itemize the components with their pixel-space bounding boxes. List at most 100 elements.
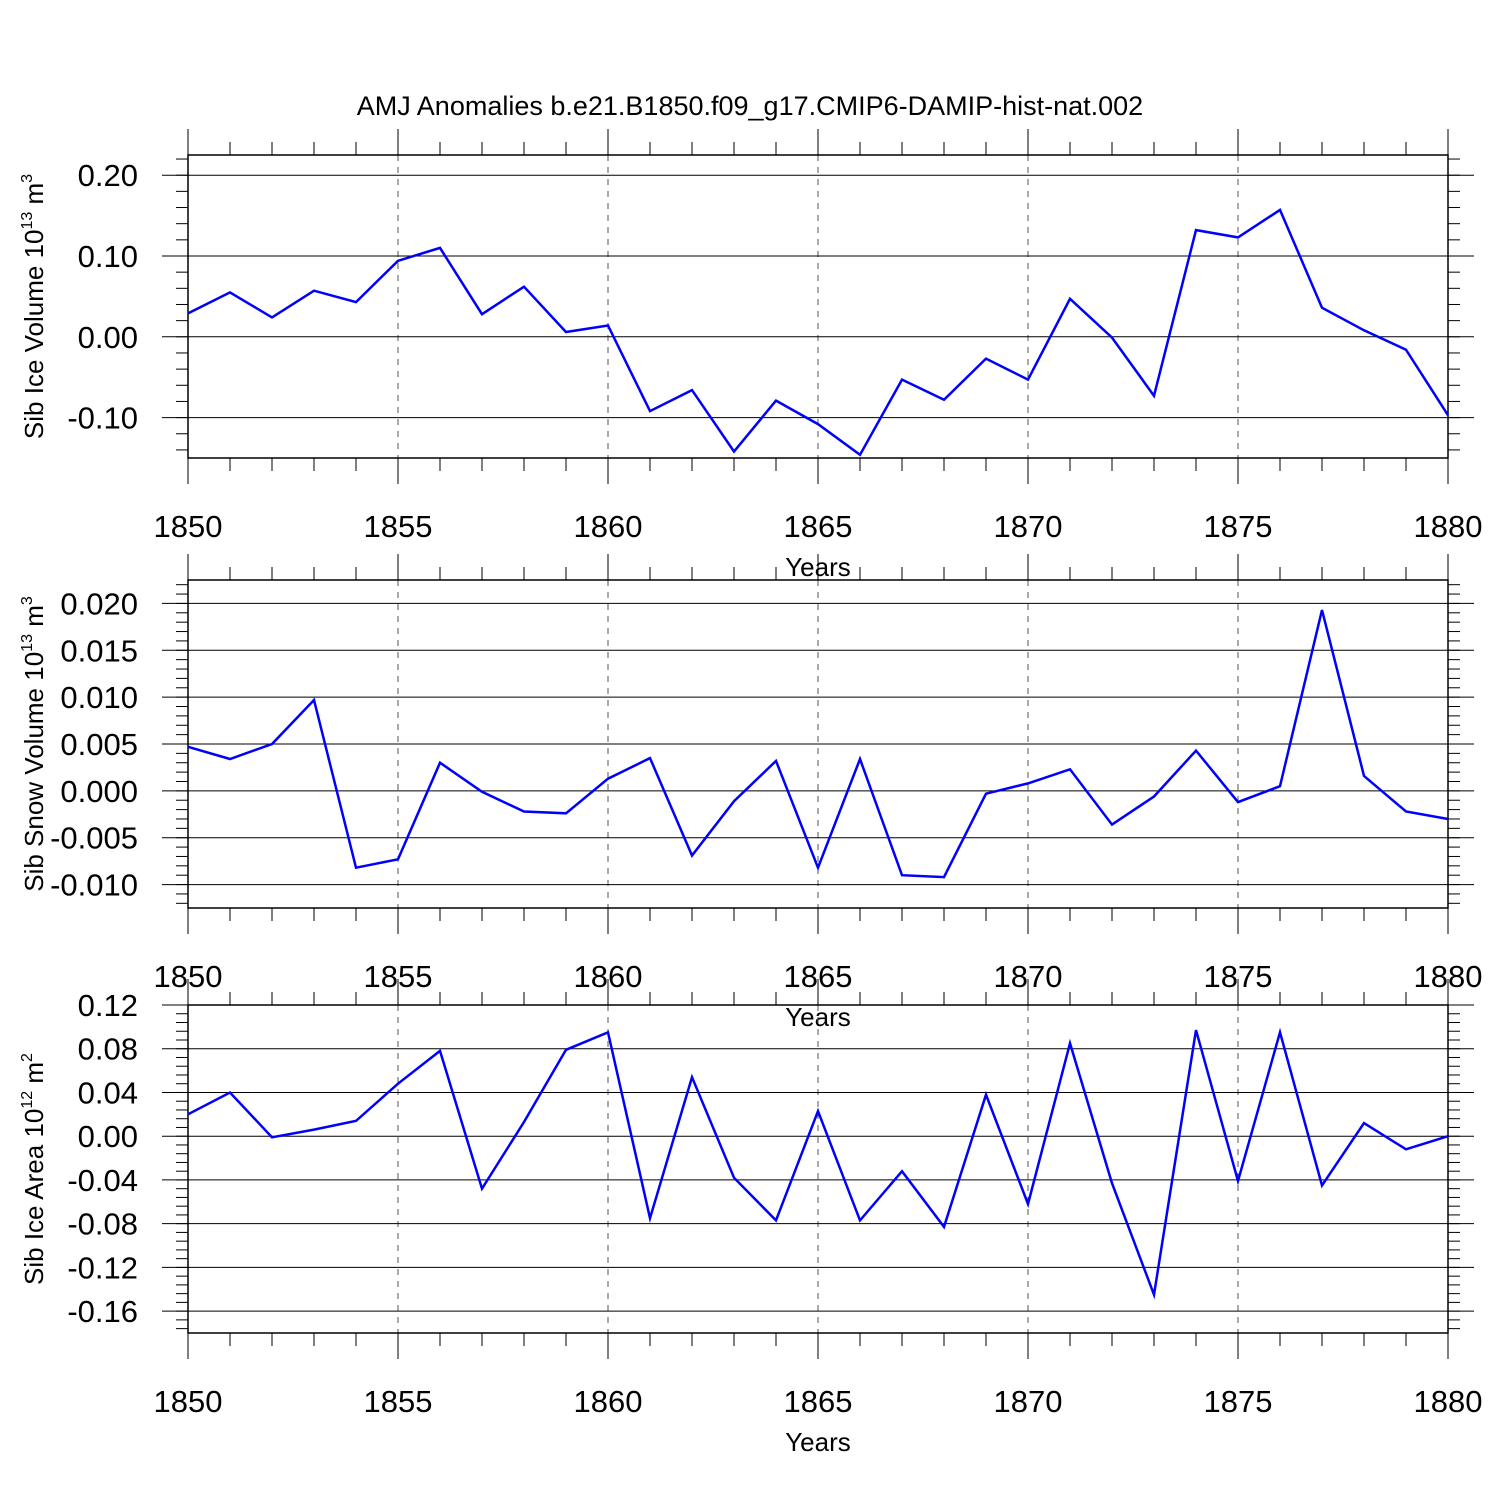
data-point: [648, 409, 652, 413]
data-point: [606, 323, 610, 327]
data-point: [480, 1187, 484, 1191]
data-point: [648, 1216, 652, 1220]
y-tick-label: -0.04: [67, 1163, 138, 1198]
data-point: [648, 756, 652, 760]
x-axis-label: Years: [785, 1427, 851, 1457]
x-tick-label: 1860: [574, 1384, 643, 1419]
data-point: [732, 450, 736, 454]
data-point: [564, 811, 568, 815]
y-axis-label-unit-power: 3: [19, 174, 36, 183]
data-point: [438, 246, 442, 250]
figure-title: AMJ Anomalies b.e21.B1850.f09_g17.CMIP6-…: [357, 91, 1143, 121]
data-point: [1320, 306, 1324, 310]
data-point: [1194, 228, 1198, 232]
data-point: [1068, 1041, 1072, 1045]
y-tick-label: 0.12: [78, 988, 138, 1023]
x-tick-label: 1855: [364, 509, 433, 544]
data-point: [354, 300, 358, 304]
y-tick-label: 0.20: [78, 158, 138, 193]
data-point: [1278, 784, 1282, 788]
y-axis-label-text: Sib Ice Area 10: [19, 1109, 49, 1285]
data-point: [396, 857, 400, 861]
data-point: [1110, 823, 1114, 827]
y-axis-label-unit-power: 2: [19, 1053, 36, 1062]
x-tick-label: 1870: [994, 509, 1063, 544]
x-tick-label: 1870: [994, 1384, 1063, 1419]
data-point: [942, 398, 946, 402]
panels: 0.20 0.10 0.00 -0.10 1850 1855 1860 1865 1870 187…: [19, 129, 1482, 1457]
data-point: [1026, 378, 1030, 382]
y-tick-label: -0.010: [50, 868, 138, 903]
data-point: [774, 759, 778, 763]
data-point: [186, 1112, 190, 1116]
data-point: [438, 1049, 442, 1053]
data-point: [564, 1048, 568, 1052]
y-tick-label: 0.010: [60, 680, 138, 715]
x-tick-label: 1880: [1414, 509, 1483, 544]
y-axis-label: Sib Snow Volume 1013 m3: [19, 596, 49, 892]
y-axis-label: Sib Ice Volume 1013 m3: [19, 174, 49, 439]
x-tick-label: 1850: [154, 1384, 223, 1419]
data-point: [396, 1082, 400, 1086]
data-point: [1236, 235, 1240, 239]
y-tick-label: 0.000: [60, 774, 138, 809]
x-tick-label: 1850: [154, 509, 223, 544]
x-tick-label: 1865: [784, 509, 853, 544]
data-point: [354, 1119, 358, 1123]
data-point: [1320, 608, 1324, 612]
data-point: [270, 315, 274, 319]
data-point: [942, 875, 946, 879]
data-point: [1194, 1028, 1198, 1032]
data-point: [1068, 767, 1072, 771]
data-point: [732, 1176, 736, 1180]
data-point: [690, 1075, 694, 1079]
data-point: [1152, 394, 1156, 398]
data-point: [354, 866, 358, 870]
data-point: [1110, 336, 1114, 340]
y-tick-label: 0.015: [60, 633, 138, 668]
data-point: [1362, 774, 1366, 778]
data-point: [984, 792, 988, 796]
data-point: [522, 285, 526, 289]
data-point: [564, 330, 568, 334]
data-point: [1446, 413, 1450, 417]
data-point: [690, 388, 694, 392]
data-point: [480, 790, 484, 794]
data-point: [774, 1218, 778, 1222]
data-point: [1026, 1202, 1030, 1206]
data-point: [1194, 749, 1198, 753]
y-tick-label: -0.10: [67, 401, 138, 436]
data-point: [1026, 781, 1030, 785]
x-tick-label: 1880: [1414, 1384, 1483, 1419]
data-point: [186, 311, 190, 315]
data-point: [1278, 208, 1282, 212]
data-point: [522, 809, 526, 813]
data-point: [1110, 1181, 1114, 1185]
data-point: [438, 761, 442, 765]
data-point: [1446, 817, 1450, 821]
data-point: [1404, 1147, 1408, 1151]
data-point: [312, 289, 316, 293]
y-tick-label: 0.005: [60, 727, 138, 762]
data-point: [228, 290, 232, 294]
data-point: [522, 1120, 526, 1124]
data-point: [900, 873, 904, 877]
data-point: [858, 757, 862, 761]
data-point: [480, 312, 484, 316]
x-tick-label: 1875: [1204, 1384, 1273, 1419]
data-point: [732, 799, 736, 803]
series-line: [187, 609, 1449, 879]
y-axis-label: Sib Ice Area 1012 m2: [19, 1053, 49, 1285]
data-point: [690, 854, 694, 858]
x-tick-label: 1865: [784, 1384, 853, 1419]
data-point: [606, 1030, 610, 1034]
data-point: [816, 1109, 820, 1113]
y-axis-label-text: Sib Ice Volume 10: [19, 230, 49, 440]
series-line: [187, 1027, 1449, 1300]
y-axis-label-unit: m: [19, 1062, 49, 1091]
data-point: [228, 1090, 232, 1094]
data-point: [1446, 1134, 1450, 1138]
y-tick-label: 0.10: [78, 239, 138, 274]
series-line: [187, 208, 1450, 457]
y-tick-label: 0.020: [60, 586, 138, 621]
